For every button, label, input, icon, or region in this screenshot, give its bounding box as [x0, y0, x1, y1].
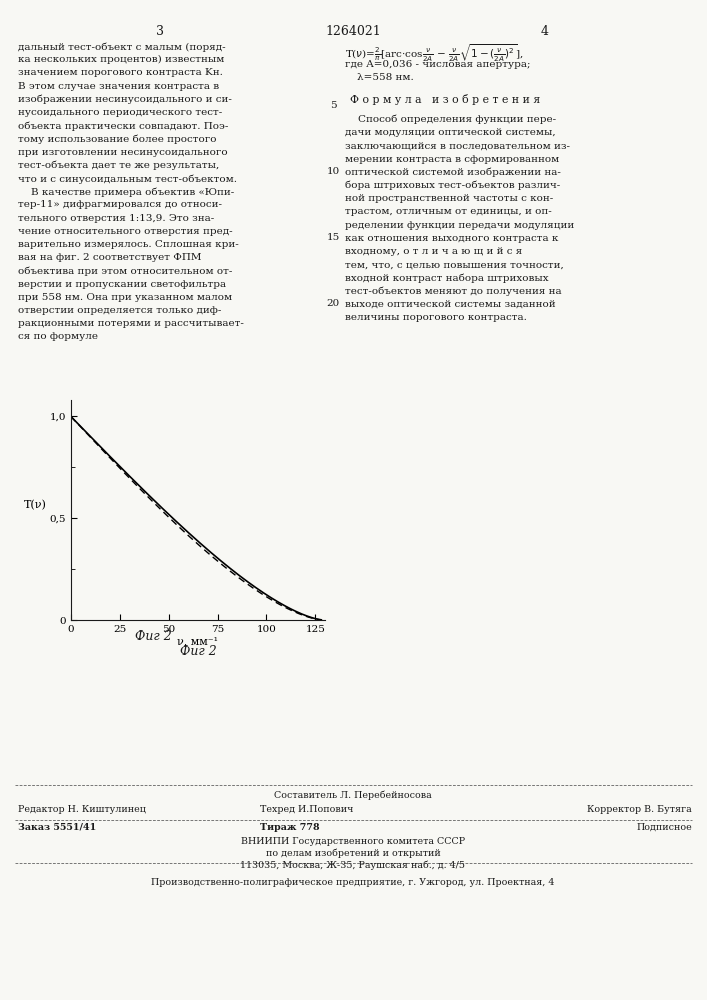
Text: при 558 нм. Она при указанном малом: при 558 нм. Она при указанном малом	[18, 293, 232, 302]
Text: чение относительного отверстия пред-: чение относительного отверстия пред-	[18, 227, 233, 236]
Text: нусоидального периодического тест-: нусоидального периодического тест-	[18, 108, 222, 117]
Text: дачи модуляции оптической системы,: дачи модуляции оптической системы,	[345, 128, 556, 137]
Text: что и с синусоидальным тест-объектом.: что и с синусоидальным тест-объектом.	[18, 174, 237, 184]
Text: заключающийся в последовательном из-: заключающийся в последовательном из-	[345, 141, 570, 150]
Text: вая на фиг. 2 соответствует ФПМ: вая на фиг. 2 соответствует ФПМ	[18, 253, 201, 262]
Text: 20: 20	[327, 299, 339, 308]
X-axis label: ν, мм⁻¹: ν, мм⁻¹	[177, 637, 218, 647]
Text: Составитель Л. Перебейносова: Составитель Л. Перебейносова	[274, 790, 432, 800]
Text: Тираж 778: Тираж 778	[260, 823, 320, 832]
Text: тест-объектов меняют до получения на: тест-объектов меняют до получения на	[345, 287, 561, 296]
Text: тем, что, с целью повышения точности,: тем, что, с целью повышения точности,	[345, 260, 563, 269]
Text: изображении несинусоидального и си-: изображении несинусоидального и си-	[18, 95, 232, 104]
Text: ся по формуле: ся по формуле	[18, 332, 98, 341]
Text: верстии и пропускании светофильтра: верстии и пропускании светофильтра	[18, 280, 226, 289]
Text: тест-объекта дает те же результаты,: тест-объекта дает те же результаты,	[18, 161, 219, 170]
Text: Корректор В. Бутяга: Корректор В. Бутяга	[588, 805, 692, 814]
Text: при изготовлении несинусоидального: при изготовлении несинусоидального	[18, 148, 228, 157]
Text: ределении функции передачи модуляции: ределении функции передачи модуляции	[345, 221, 574, 230]
Text: по делам изобретений и открытий: по делам изобретений и открытий	[266, 849, 440, 858]
Text: тер-11» дифрагмировался до относи-: тер-11» дифрагмировался до относи-	[18, 200, 222, 209]
Text: значением порогового контраста Kн.: значением порогового контраста Kн.	[18, 68, 223, 77]
Text: объектива при этом относительном от-: объектива при этом относительном от-	[18, 266, 233, 276]
Text: величины порогового контраста.: величины порогового контраста.	[345, 313, 527, 322]
Text: Ф о р м у л а   и з о б р е т е н и я: Ф о р м у л а и з о б р е т е н и я	[350, 94, 540, 105]
Text: оптической системой изображении на-: оптической системой изображении на-	[345, 168, 561, 177]
Text: 10: 10	[327, 167, 339, 176]
Text: Фиг 2: Фиг 2	[180, 645, 216, 658]
Text: тельного отверстия 1:13,9. Это зна-: тельного отверстия 1:13,9. Это зна-	[18, 214, 214, 223]
Text: ВНИИПИ Государственного комитета СССР: ВНИИПИ Государственного комитета СССР	[241, 837, 465, 846]
Y-axis label: T(ν): T(ν)	[24, 500, 47, 510]
Text: выходе оптической системы заданной: выходе оптической системы заданной	[345, 300, 556, 309]
Text: Техред И.Попович: Техред И.Попович	[260, 805, 354, 814]
Text: бора штриховых тест-объектов различ-: бора штриховых тест-объектов различ-	[345, 181, 560, 190]
Text: Редактор Н. Киштулинец: Редактор Н. Киштулинец	[18, 805, 146, 814]
Text: отверстии определяется только диф-: отверстии определяется только диф-	[18, 306, 221, 315]
Text: Способ определения функции пере-: Способ определения функции пере-	[345, 115, 556, 124]
Text: 3: 3	[156, 25, 164, 38]
Text: ракционными потерями и рассчитывает-: ракционными потерями и рассчитывает-	[18, 319, 244, 328]
Text: λ=558 нм.: λ=558 нм.	[357, 73, 414, 82]
Text: В этом случае значения контраста в: В этом случае значения контраста в	[18, 82, 219, 91]
Text: 1264021: 1264021	[325, 25, 381, 38]
Text: дальный тест-объект с малым (поряд-: дальный тест-объект с малым (поряд-	[18, 42, 226, 51]
Text: Фиг 2: Фиг 2	[136, 630, 173, 643]
Text: трастом, отличным от единицы, и оп-: трастом, отличным от единицы, и оп-	[345, 207, 551, 216]
Text: тому использование более простого: тому использование более простого	[18, 134, 216, 144]
Text: ной пространственной частоты с кон-: ной пространственной частоты с кон-	[345, 194, 554, 203]
Text: объекта практически совпадают. Поэ-: объекта практически совпадают. Поэ-	[18, 121, 228, 131]
Text: В качестве примера объектив «Юпи-: В качестве примера объектив «Юпи-	[18, 187, 234, 197]
Text: 15: 15	[327, 233, 339, 242]
Text: ка нескольких процентов) известным: ка нескольких процентов) известным	[18, 55, 224, 64]
Text: T($\nu$)=$\frac{2}{\pi}$[arc$\cdot$cos$\frac{\nu}{2A}$ $-$ $\frac{\nu}{2A}$$\sqr: T($\nu$)=$\frac{2}{\pi}$[arc$\cdot$cos$\…	[345, 42, 523, 64]
Text: варительно измерялось. Сплошная кри-: варительно измерялось. Сплошная кри-	[18, 240, 239, 249]
Text: 5: 5	[329, 101, 337, 110]
Text: 4: 4	[541, 25, 549, 38]
Text: где A=0,036 - числовая апертура;: где A=0,036 - числовая апертура;	[345, 60, 530, 69]
Text: 113035, Москва, Ж-35, Раушская наб., д. 4/5: 113035, Москва, Ж-35, Раушская наб., д. …	[240, 861, 465, 870]
Text: как отношения выходного контраста к: как отношения выходного контраста к	[345, 234, 559, 243]
Text: Производственно-полиграфическое предприятие, г. Ужгород, ул. Проектная, 4: Производственно-полиграфическое предприя…	[151, 878, 555, 887]
Text: мерении контраста в сформированном: мерении контраста в сформированном	[345, 155, 559, 164]
Text: Заказ 5551/41: Заказ 5551/41	[18, 823, 96, 832]
Text: Подписное: Подписное	[636, 823, 692, 832]
Text: входной контраст набора штриховых: входной контраст набора штриховых	[345, 273, 549, 283]
Text: входному, о т л и ч а ю щ и й с я: входному, о т л и ч а ю щ и й с я	[345, 247, 522, 256]
